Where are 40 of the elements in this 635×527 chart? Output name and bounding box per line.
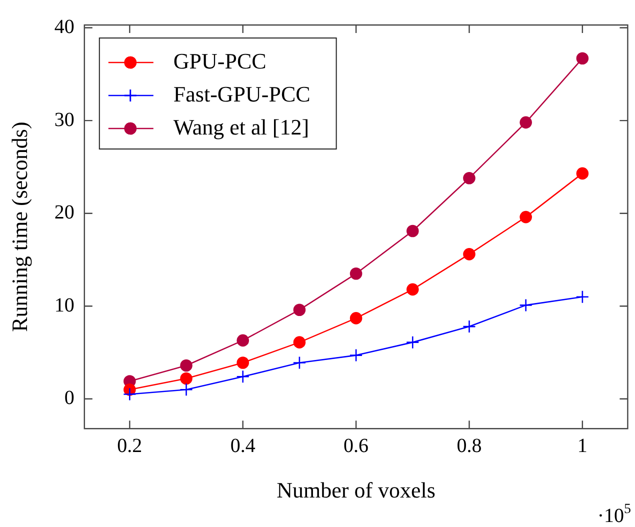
point: [349, 348, 363, 362]
point: [292, 356, 306, 370]
point: [350, 268, 362, 280]
legend-label: Wang et al [12]: [173, 114, 310, 140]
y-tick-label: 40: [54, 16, 74, 38]
point: [123, 388, 136, 401]
point: [519, 298, 532, 312]
legend-label: GPU-PCC: [173, 48, 266, 74]
y-axis-title: Running time (seconds): [6, 122, 32, 332]
point: [406, 224, 419, 238]
point: [576, 52, 589, 65]
point: [293, 304, 306, 316]
y-tick-label: 30: [54, 108, 74, 131]
point: [406, 283, 419, 296]
point: [236, 356, 250, 369]
legend-label: Fast-GPU-PCC: [173, 81, 310, 106]
x-tick-label: 0.6: [344, 434, 369, 457]
point: [236, 334, 250, 347]
point: [520, 210, 532, 224]
point: [180, 359, 192, 372]
y-tick-label: 10: [54, 294, 74, 316]
point: [180, 382, 193, 396]
point: [462, 320, 476, 334]
point: [236, 370, 250, 384]
point: [180, 372, 192, 385]
point: [576, 290, 590, 304]
y-tick-label: 0: [64, 387, 74, 410]
x-tick-label: 0.4: [230, 434, 256, 457]
point: [350, 312, 362, 324]
x-tick-label: 1: [577, 434, 588, 457]
point: [463, 248, 476, 260]
x-axis-title: Number of voxels: [276, 478, 436, 503]
point: [463, 172, 476, 184]
point: [520, 116, 532, 129]
y-tick-label: 20: [54, 202, 74, 224]
x-tick-label: 0.8: [456, 434, 482, 457]
x-tick-label: 0.2: [117, 434, 142, 457]
point: [406, 336, 420, 349]
point: [576, 167, 589, 180]
point: [293, 336, 306, 348]
